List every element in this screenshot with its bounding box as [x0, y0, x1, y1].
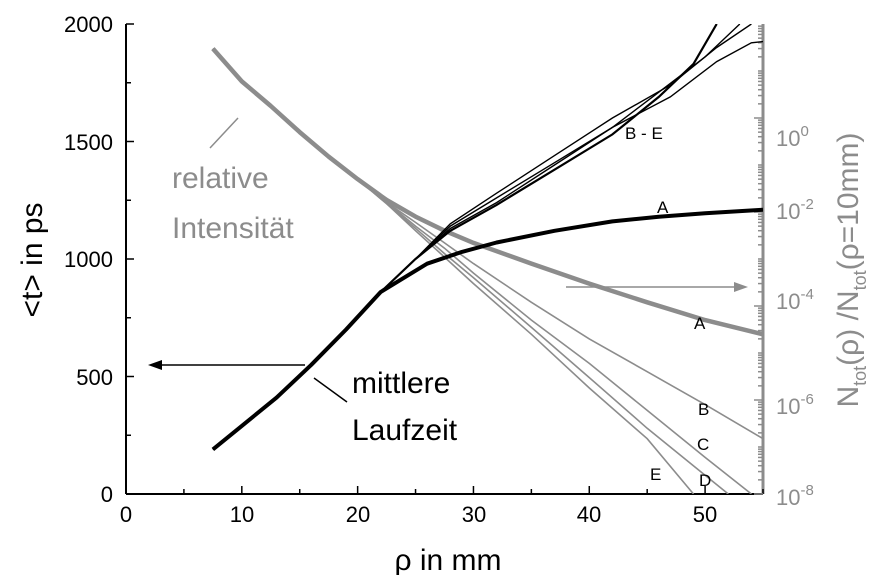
annotation-intensitaet: Intensität: [172, 212, 294, 245]
y-left-tick-label: 0: [101, 482, 113, 507]
series-label-time-a: A: [657, 198, 669, 217]
x-tick-label: 10: [230, 502, 254, 527]
tick-marks: [125, 23, 764, 495]
y-left-tick-label: 1000: [64, 247, 113, 272]
x-tick-label: 0: [120, 502, 132, 527]
y-left-tick-label: 2000: [64, 12, 113, 37]
series-label-int-a: A: [694, 314, 706, 333]
y-right-tick-labels: 100 10-2 10-4 10-6 10-8: [776, 123, 814, 510]
y-left-tick-labels: 0 500 1000 1500 2000: [64, 12, 113, 507]
y-right-tick-label: 100: [776, 123, 809, 151]
series-label-int-c: C: [697, 435, 709, 454]
y-right-tick-label: 10-2: [776, 196, 814, 224]
y-right-tick-label: 10-4: [776, 286, 814, 314]
annotation-relative: relative: [172, 162, 269, 195]
intensity-series-a: [211, 47, 763, 337]
time-series-a: [211, 207, 763, 451]
annotation-mittlere: mittlere: [352, 367, 450, 400]
x-tick-label: 50: [693, 502, 717, 527]
series-label-time-be: B - E: [625, 124, 663, 143]
annotation-leader-intensity: [209, 117, 239, 149]
series-label-int-e: E: [650, 465, 661, 484]
series-label-int-b: B: [698, 400, 709, 419]
y-right-tick-label: 10-6: [776, 391, 814, 419]
x-tick-label: 30: [462, 502, 486, 527]
y-right-tick-label: 10-8: [776, 482, 814, 510]
plot-area: [211, 24, 763, 494]
x-axis-title: ρ in mm: [394, 544, 501, 575]
x-tick-label: 40: [577, 502, 601, 527]
arrow-left-axis: [148, 360, 305, 370]
x-tick-label: 20: [346, 502, 370, 527]
series-label-int-d: D: [699, 471, 711, 490]
y-left-tick-label: 500: [76, 365, 113, 390]
x-tick-labels: 0 10 20 30 40 50: [120, 502, 717, 527]
y-left-axis-title: <t> in ps: [16, 202, 49, 317]
annotation-laufzeit: Laufzeit: [352, 414, 458, 447]
annotation-leader-time: [313, 377, 348, 403]
y-right-axis-title: Ntot(ρ) /Ntot(ρ=10mm): [832, 132, 870, 407]
intensity-series-c: [212, 48, 752, 494]
y-left-tick-label: 1500: [64, 130, 113, 155]
arrow-right-axis: [566, 282, 748, 292]
